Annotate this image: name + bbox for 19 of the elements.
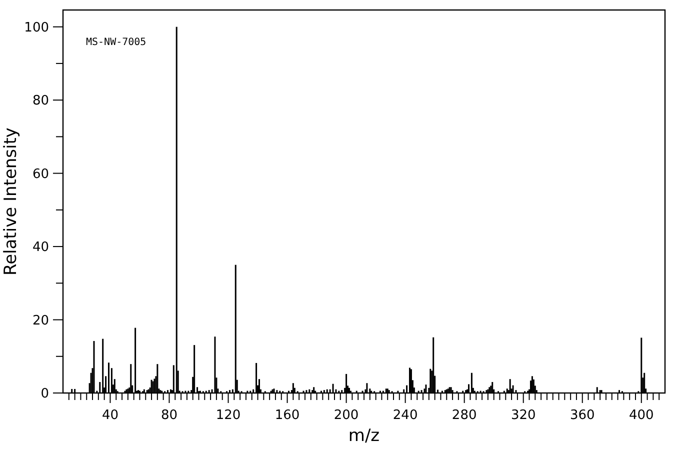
- x-tick-label: 200: [334, 408, 359, 423]
- y-tick-label: 80: [32, 94, 49, 109]
- x-axis-title: m/z: [348, 426, 380, 446]
- y-axis-title: Relative Intensity: [1, 128, 21, 276]
- y-tick-label: 40: [32, 240, 49, 256]
- x-tick-label: 80: [160, 408, 178, 423]
- y-tick-label: 100: [24, 20, 49, 36]
- y-tick-label: 60: [32, 166, 49, 182]
- x-tick-label: 120: [216, 408, 241, 423]
- x-tick-label: 400: [628, 408, 654, 423]
- x-tick-label: 280: [452, 408, 477, 423]
- x-tick-label: 40: [102, 408, 118, 423]
- annotation: MS-NW-7005: [86, 37, 146, 48]
- y-tick-label: 20: [32, 313, 49, 328]
- x-tick-label: 240: [392, 408, 418, 423]
- y-tick-label: 0: [40, 386, 49, 402]
- x-tick-label: 160: [274, 408, 300, 423]
- x-tick-label: 360: [570, 408, 595, 423]
- x-tick-label: 320: [510, 408, 536, 423]
